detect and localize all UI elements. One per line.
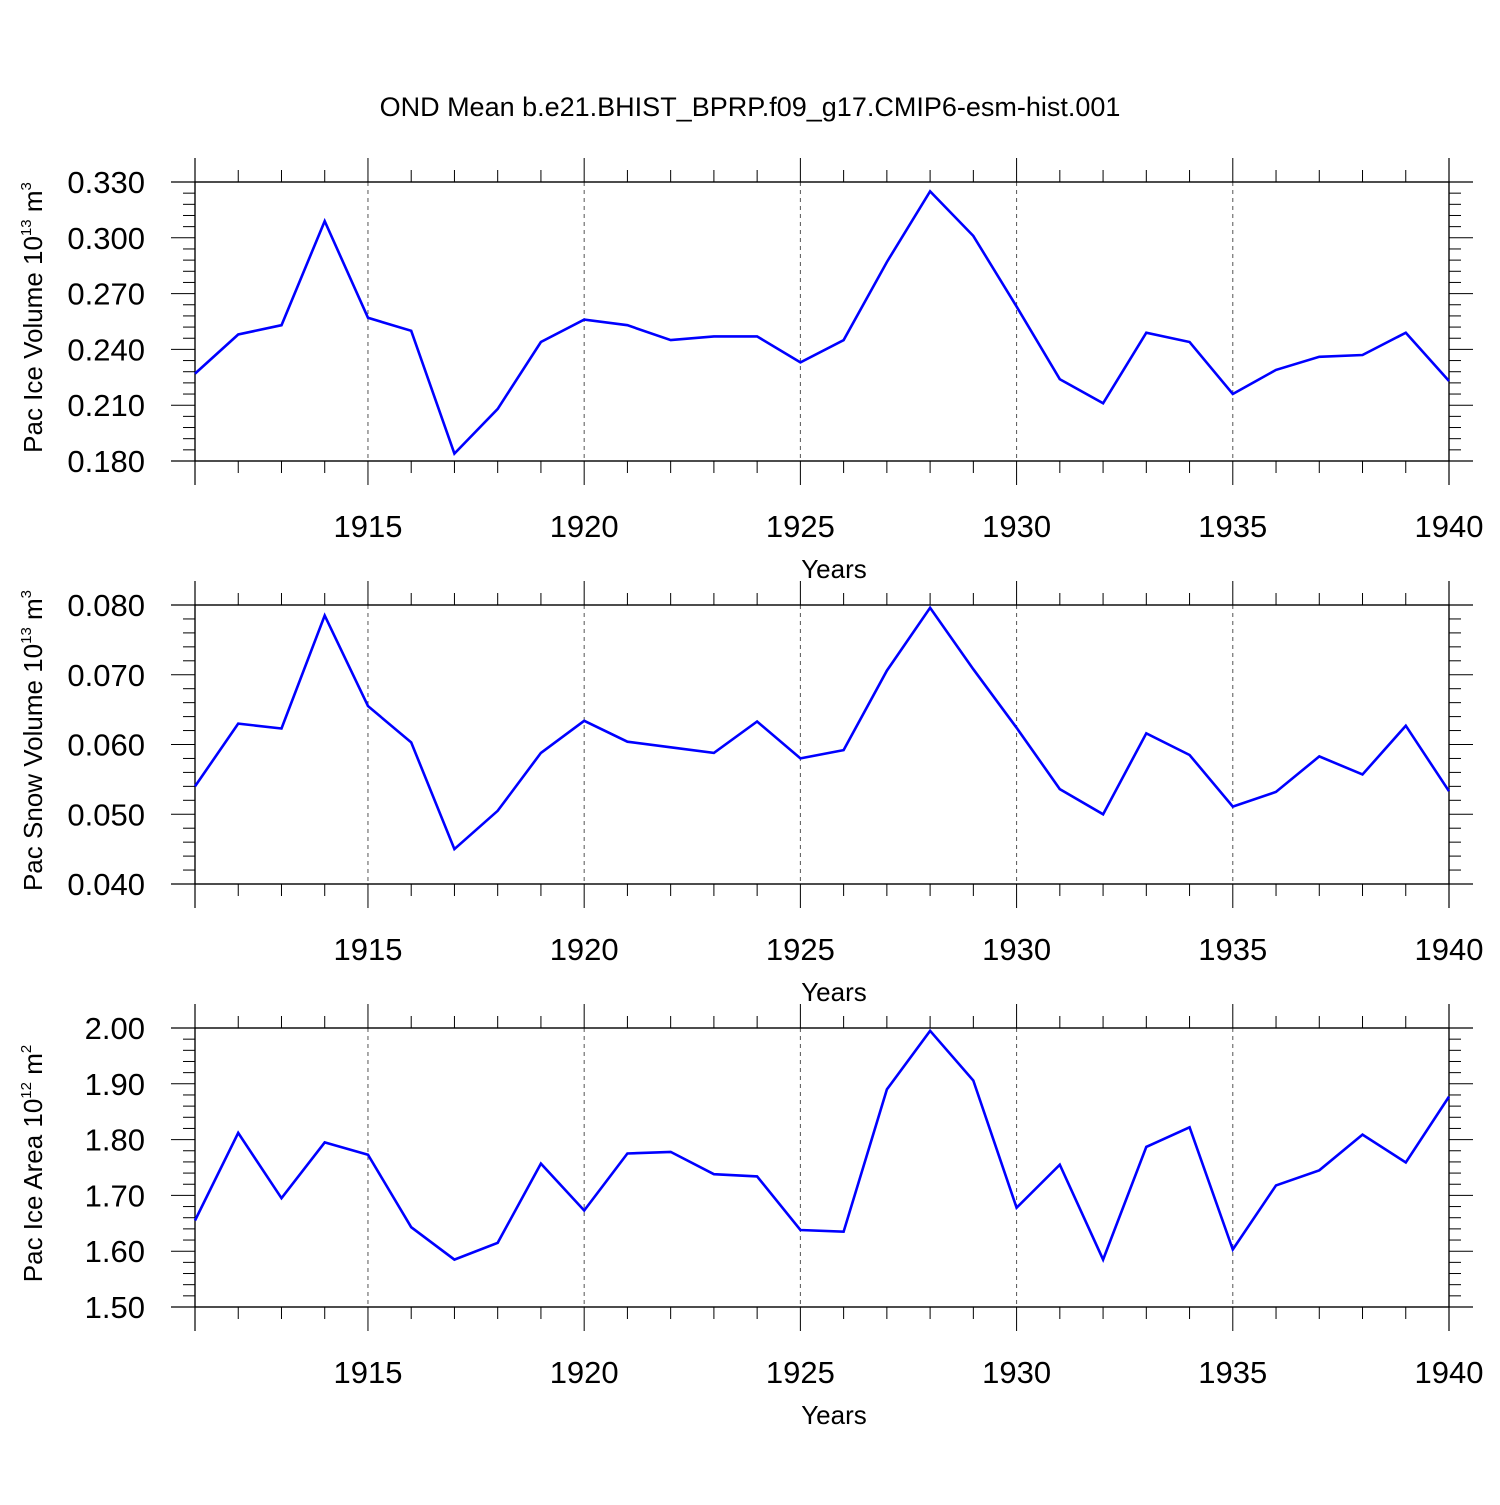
y-axis-title: Pac Ice Area 1012 m2 [18,1045,48,1282]
y-axis-title-unit-exponent: 3 [18,182,35,190]
y-tick-label: 0.270 [67,277,145,312]
y-tick-label: 0.060 [67,728,145,763]
x-axis-title: Years [801,977,867,1007]
y-tick-label: 0.050 [67,797,145,832]
x-tick-label: 1930 [982,509,1051,544]
y-tick-label: 0.330 [67,165,145,200]
y-tick-label: 0.080 [67,588,145,623]
y-axis-title-unit: m [18,190,48,219]
y-axis-title-unit-exponent: 3 [18,590,35,598]
y-axis-title-text: Pac Ice Area 10 [18,1099,48,1283]
x-tick-label: 1915 [333,509,402,544]
x-tick-label: 1940 [1415,1355,1484,1390]
x-tick-label: 1930 [982,1355,1051,1390]
x-axis-title: Years [801,1400,867,1430]
x-tick-label: 1925 [766,509,835,544]
y-axis-title-text: Pac Snow Volume 10 [18,644,48,891]
x-tick-label: 1925 [766,932,835,967]
y-tick-label: 0.040 [67,867,145,902]
series-line-1 [193,1028,1451,1263]
series-line-1 [193,605,1451,852]
y-axis-title-exponent: 12 [18,1082,35,1099]
x-tick-label: 1940 [1415,509,1484,544]
x-axis-title: Years [801,554,867,584]
y-tick-label: 0.070 [67,658,145,693]
chart-panel-2: 1915 1920 1925 1930 1935 1940 0.040 0.050 0.060 0… [18,581,1483,1007]
y-axis-title: Pac Snow Volume 1013 m3 [18,590,48,891]
x-tick-label: 1915 [333,1355,402,1390]
y-tick-label: 0.180 [67,444,145,479]
y-tick-label: 1.90 [85,1067,145,1102]
y-tick-label: 1.70 [85,1178,145,1213]
plot-frame [194,1027,1450,1308]
y-axis-title-exponent: 13 [18,219,35,236]
y-tick-label: 2.00 [85,1011,145,1046]
x-tick-label: 1915 [333,932,402,967]
y-tick-label: 0.300 [67,221,145,256]
series-line-1 [194,189,1450,457]
y-tick-label: 1.50 [85,1290,145,1325]
x-tick-label: 1935 [1198,1355,1267,1390]
x-tick-label: 1920 [550,932,619,967]
chart-title: OND Mean b.e21.BHIST_BPRP.f09_g17.CMIP6-… [379,92,1121,122]
x-tick-label: 1920 [550,1355,619,1390]
x-tick-label: 1925 [766,1355,835,1390]
chart-panel-1: 1915 1920 1925 1930 1935 1940 0.180 0.210 0.240 0… [18,158,1483,584]
y-tick-label: 1.80 [85,1123,145,1158]
y-axis-title: Pac Ice Volume 1013 m3 [18,182,48,453]
y-axis-title-unit: m [18,598,48,627]
x-tick-label: 1920 [550,509,619,544]
x-tick-label: 1935 [1198,932,1267,967]
x-tick-label: 1935 [1198,509,1267,544]
x-tick-label: 1930 [982,932,1051,967]
y-axis-title-exponent: 13 [18,627,35,644]
y-tick-label: 0.210 [67,388,145,423]
chart-panel-3: 1915 1920 1925 1930 1935 1940 1.50 1.60 1.70 1.80… [18,1004,1483,1430]
y-axis-title-unit-exponent: 2 [18,1045,35,1053]
x-tick-label: 1940 [1415,932,1484,967]
y-tick-label: 1.60 [85,1234,145,1269]
y-tick-label: 0.240 [67,332,145,367]
y-axis-title-text: Pac Ice Volume 10 [18,236,48,453]
y-axis-title-unit: m [18,1053,48,1082]
plot-frame [194,604,1450,885]
